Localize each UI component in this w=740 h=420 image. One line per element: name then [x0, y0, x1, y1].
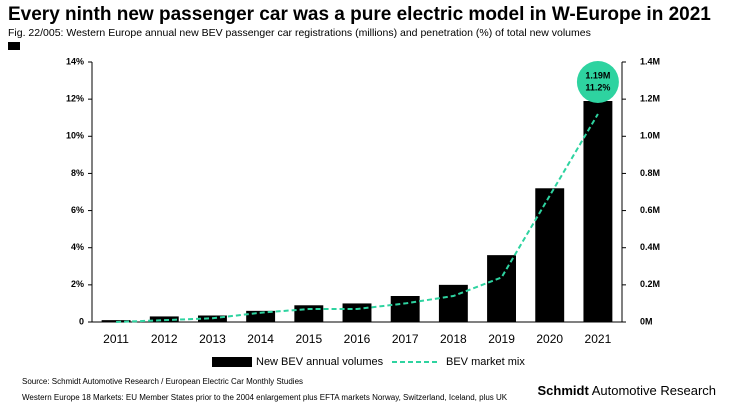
note: Western Europe 18 Markets: EU Member Sta… [22, 393, 508, 402]
decor-mark [8, 42, 20, 50]
x-tick-label: 2011 [103, 332, 129, 346]
x-tick-label: 2021 [585, 332, 612, 346]
y2-tick-label: 0M [640, 316, 653, 326]
y-tick-label: 14% [66, 56, 84, 66]
y-tick-label: 12% [66, 94, 84, 104]
x-tick-label: 2020 [536, 332, 563, 346]
y2-tick-label: 0.2M [640, 279, 660, 289]
bar [390, 296, 420, 322]
x-tick-label: 2016 [344, 332, 371, 346]
bar [342, 303, 372, 322]
x-tick-label: 2019 [488, 332, 515, 346]
y2-tick-label: 0.6M [640, 205, 660, 215]
legend-label: BEV market mix [446, 356, 525, 368]
x-tick-label: 2015 [295, 332, 322, 346]
y2-tick-label: 1.2M [640, 94, 660, 104]
brand-bold: Schmidt [538, 383, 590, 398]
x-tick-label: 2018 [440, 332, 467, 346]
x-tick-label: 2013 [199, 332, 226, 346]
bar [438, 284, 468, 322]
y2-tick-label: 1.0M [640, 131, 660, 141]
bar [294, 305, 324, 322]
y-tick-label: 10% [66, 131, 84, 141]
x-tick-label: 2014 [247, 332, 274, 346]
bar [535, 188, 565, 322]
chart-title: Every ninth new passenger car was a pure… [8, 4, 711, 25]
value-label: 11.2% [585, 82, 610, 92]
source: Source: Schmidt Automotive Research / Eu… [22, 377, 303, 386]
y-tick-label: 4% [71, 242, 84, 252]
brand: Schmidt Automotive Research [538, 383, 716, 398]
y-tick-label: 2% [71, 279, 84, 289]
y-tick-label: 6% [71, 205, 84, 215]
y-tick-label: 0 [79, 316, 84, 326]
legend-swatch [212, 357, 252, 367]
legend-label: New BEV annual volumes [256, 356, 384, 368]
bar [583, 101, 613, 322]
bar [246, 310, 276, 322]
x-tick-label: 2017 [392, 332, 419, 346]
bar [487, 255, 516, 322]
y2-tick-label: 0.4M [640, 242, 660, 252]
value-label: 1.19M [585, 70, 610, 80]
y-tick-label: 8% [71, 168, 84, 178]
chart-subtitle: Fig. 22/005: Western Europe annual new B… [8, 27, 591, 39]
line [116, 113, 599, 323]
label-bubble [576, 61, 619, 103]
y2-tick-label: 1.4M [640, 56, 660, 66]
brand-rest: Automotive Research [592, 383, 716, 398]
x-tick-label: 2012 [151, 332, 178, 346]
y2-tick-label: 0.8M [640, 168, 660, 178]
